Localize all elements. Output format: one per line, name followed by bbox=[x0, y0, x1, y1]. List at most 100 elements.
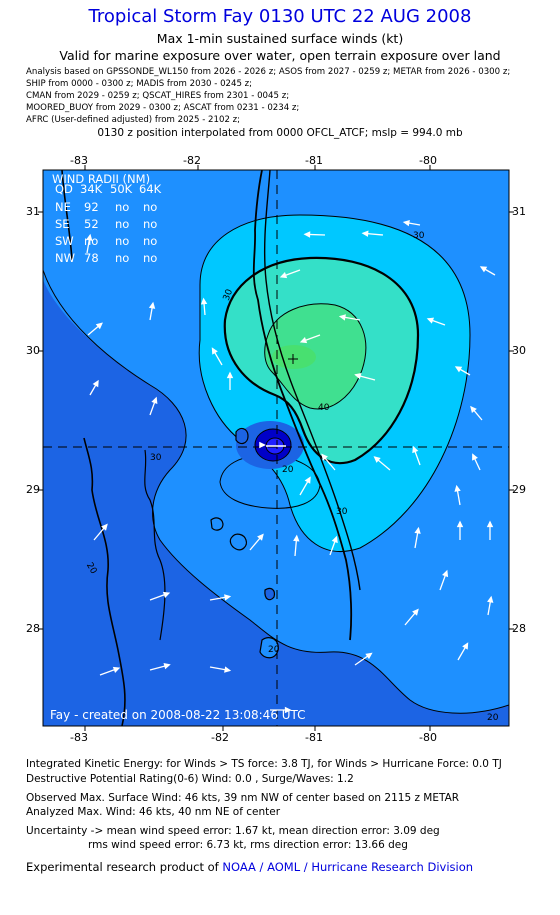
wind-vector-arrowhead bbox=[365, 652, 373, 660]
lake bbox=[210, 517, 224, 531]
wind-vector-arrowhead bbox=[354, 373, 362, 380]
analysis-line: Analysis based on GPSSONDE_WL150 from 20… bbox=[26, 67, 511, 77]
lake bbox=[229, 533, 247, 551]
lake bbox=[259, 637, 279, 659]
wind-vector-arrowhead bbox=[224, 594, 232, 601]
wind-vector-arrowhead bbox=[304, 476, 311, 484]
y-tick-left: 29 bbox=[26, 483, 40, 496]
contour-label: 30 bbox=[150, 453, 162, 463]
x-tick-bottom: -82 bbox=[211, 731, 229, 744]
wind-vector-arrowhead bbox=[86, 233, 93, 241]
wind-vector-arrowhead bbox=[279, 272, 288, 279]
wind-radii-cell: SE bbox=[55, 217, 70, 231]
x-tick-top: -81 bbox=[305, 154, 323, 167]
wind-vector-arrowhead bbox=[414, 526, 421, 534]
wind-vector-arrowhead bbox=[331, 535, 338, 544]
wind-vector-arrowhead bbox=[361, 230, 369, 237]
contour-label: 30 bbox=[413, 231, 425, 241]
wind-vector-arrowhead bbox=[95, 322, 103, 330]
wind-vector-arrowhead bbox=[101, 523, 108, 531]
wind-vector-arrowhead bbox=[112, 666, 121, 673]
wind-radii-cell: NW bbox=[55, 251, 75, 265]
wind-radii-cell: SW bbox=[55, 234, 74, 248]
wind-radii-cell: 78 bbox=[84, 251, 99, 265]
y-tick-right: 31 bbox=[512, 205, 526, 218]
wind-radii-cell: no bbox=[143, 217, 157, 231]
wind-vector-arrowhead bbox=[293, 534, 300, 542]
y-tick-right: 30 bbox=[512, 344, 526, 357]
wind-radii-cell: no bbox=[143, 251, 157, 265]
wind-max-core bbox=[272, 345, 316, 369]
analysis-line: MOORED_BUOY from 2029 - 0300 z; ASCAT fr… bbox=[26, 103, 300, 113]
wind-radii-cell: 92 bbox=[84, 200, 99, 214]
contour-label: 20 bbox=[282, 465, 294, 475]
wind-radii-col: 50K bbox=[110, 182, 133, 196]
analysis-line: SHIP from 0000 - 0300 z; MADIS from 2030… bbox=[26, 79, 253, 89]
wind-vector-arrowhead bbox=[338, 314, 346, 321]
map-subtitle: Max 1-min sustained surface winds (kt) bbox=[156, 31, 404, 46]
wind-radii-title: WIND RADII (NM) bbox=[52, 172, 150, 186]
analysis-line: AFRC (User-defined adjusted) from 2025 -… bbox=[26, 115, 241, 125]
wind-vector-arrowhead bbox=[224, 666, 232, 673]
dpr-text: Destructive Potential Rating(0-6) Wind: … bbox=[26, 773, 354, 785]
wind-vector-arrowhead bbox=[479, 266, 488, 273]
coastline bbox=[144, 449, 166, 641]
wind-radii-col: QD bbox=[55, 182, 73, 196]
contour-label: 30 bbox=[222, 288, 235, 302]
map-title: Tropical Storm Fay 0130 UTC 22 AUG 2008 bbox=[88, 6, 472, 27]
wind-vector-arrowhead bbox=[284, 706, 292, 714]
coastline bbox=[263, 170, 361, 591]
ike-text: Integrated Kinetic Energy: for Winds > T… bbox=[26, 758, 502, 770]
product-credit: Experimental research product of NOAA / … bbox=[26, 860, 473, 874]
wind-radii-cell: no bbox=[115, 200, 129, 214]
wind-vector-arrowhead bbox=[442, 569, 449, 578]
contour-label: 30 bbox=[336, 507, 348, 517]
y-tick-left: 31 bbox=[26, 205, 40, 218]
wind-vector-arrowhead bbox=[321, 453, 328, 461]
wind-vector-arrowhead bbox=[373, 456, 381, 463]
wind-vector-arrowhead bbox=[454, 484, 461, 492]
wind-vector-arrowhead bbox=[163, 663, 171, 670]
x-tick-top: -80 bbox=[419, 154, 437, 167]
y-tick-left: 30 bbox=[26, 344, 40, 357]
contour-line bbox=[223, 256, 420, 465]
wind-vector-arrowhead bbox=[412, 608, 419, 616]
wind-vector-arrowhead bbox=[486, 520, 494, 528]
map-credit: Fay - created on 2008-08-22 13:08:46 UTC bbox=[50, 708, 306, 722]
x-tick-top: -82 bbox=[183, 154, 201, 167]
x-tick-bottom: -80 bbox=[419, 731, 437, 744]
y-tick-right: 29 bbox=[512, 483, 526, 496]
wind-radii-cell: no bbox=[143, 234, 157, 248]
wind-vector-arrowhead bbox=[259, 441, 266, 449]
wind-vector-arrowhead bbox=[456, 520, 464, 528]
wind-vector-arrowhead bbox=[92, 379, 99, 388]
wind-vector-arrowhead bbox=[470, 405, 477, 413]
lake bbox=[235, 427, 249, 445]
contour-label: 20 bbox=[487, 713, 499, 723]
wind-vector-arrowhead bbox=[226, 371, 234, 379]
x-tick-bottom: -83 bbox=[70, 731, 88, 744]
wind-vector-arrowhead bbox=[200, 297, 208, 305]
analyzed-max-text: Analyzed Max. Wind: 46 kts, 40 nm NE of … bbox=[26, 806, 281, 818]
x-tick-bottom: -81 bbox=[305, 731, 323, 744]
uncertainty-text: rms wind speed error: 6.73 kt, rms direc… bbox=[88, 839, 408, 851]
map-frame bbox=[42, 169, 510, 727]
uncertainty-text: Uncertainty -> mean wind speed error: 1.… bbox=[26, 825, 440, 837]
coastline bbox=[252, 170, 353, 641]
position-note: 0130 z position interpolated from 0000 O… bbox=[97, 127, 463, 139]
wind-radii-cell: 52 bbox=[84, 217, 99, 231]
wind-vector-arrowhead bbox=[211, 347, 218, 355]
hrd-link[interactable]: NOAA / AOML / Hurricane Research Divisio… bbox=[222, 860, 474, 874]
wind-radii-cell: no bbox=[143, 200, 157, 214]
wind-radii-cell: NE bbox=[55, 200, 71, 214]
coastline bbox=[61, 170, 126, 726]
contour-label: 40 bbox=[318, 403, 330, 413]
y-tick-right: 28 bbox=[512, 622, 526, 635]
exposure-note: Valid for marine exposure over water, op… bbox=[59, 48, 501, 63]
analysis-line: CMAN from 2029 - 0259 z; QSCAT_HIRES fro… bbox=[26, 91, 290, 101]
y-tick-left: 28 bbox=[26, 622, 40, 635]
x-tick-top: -83 bbox=[70, 154, 88, 167]
wind-vector-arrowhead bbox=[426, 317, 435, 324]
observed-max-text: Observed Max. Surface Wind: 46 kts, 39 n… bbox=[26, 792, 460, 804]
